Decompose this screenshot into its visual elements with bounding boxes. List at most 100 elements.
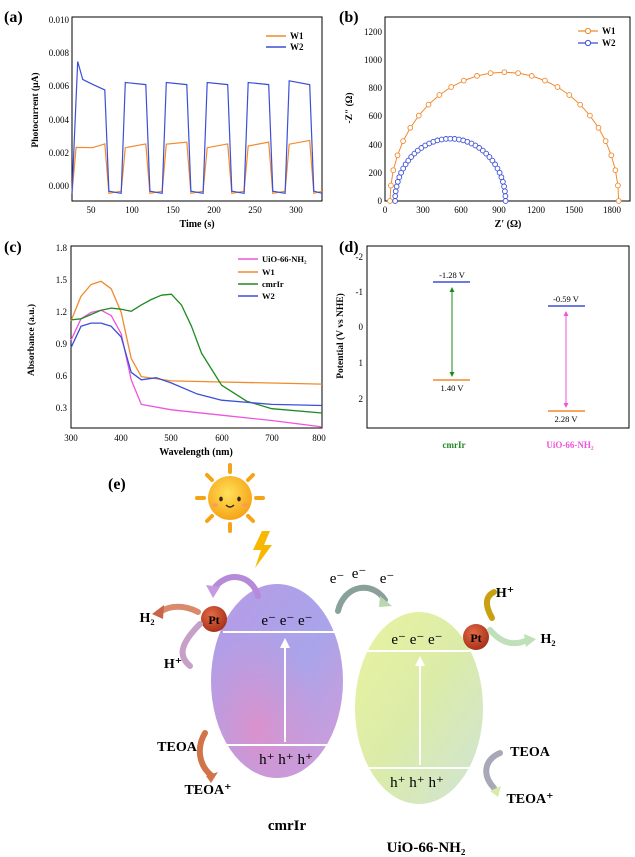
panel-b-plot — [387, 69, 622, 204]
a-xtick: 100 — [125, 205, 139, 215]
b-point-w2 — [392, 193, 399, 199]
left-teoa-arrow — [196, 730, 215, 779]
b-ytick: 400 — [369, 140, 383, 150]
b-point-w2 — [392, 198, 398, 204]
b-legend: W1 W2 — [578, 26, 616, 48]
d-cmrir-cb-label: -1.28 V — [439, 270, 466, 280]
b-ytick: 1000 — [364, 55, 383, 65]
b-point-w1 — [615, 198, 622, 204]
b-point-w1 — [415, 112, 422, 119]
a-ytick: 0.004 — [49, 115, 70, 125]
b-point-w1 — [501, 69, 508, 76]
right-teoa-plus-label: TEOA⁺ — [506, 792, 553, 807]
b-ytick: 600 — [369, 111, 383, 121]
b-point-w1 — [387, 198, 393, 204]
b-point-w1 — [608, 152, 615, 159]
c-xtick: 800 — [312, 433, 326, 443]
c-legend-cmrir: cmrIr — [262, 279, 284, 289]
b-point-w1 — [388, 182, 394, 189]
a-legend: W1 W2 — [266, 31, 304, 52]
b-point-w1 — [460, 77, 467, 84]
c-ytick: 1.8 — [56, 243, 68, 253]
panel-b-xticks: 0 300 600 900 1200 1500 1800 — [383, 205, 622, 215]
electron-transfer-arrowhead — [379, 596, 392, 607]
panel-b-label: (b) — [339, 9, 359, 26]
c-ytick: 0.3 — [56, 403, 68, 413]
c-legend-w2: W2 — [262, 291, 275, 301]
left-teoa-plus-label: TEOA⁺ — [184, 783, 231, 798]
b-xtick: 1500 — [565, 205, 584, 215]
panel-c-yticks: 0.3 0.6 0.9 1.2 1.5 1.8 — [56, 243, 68, 413]
a-ytick: 0.010 — [49, 15, 70, 25]
b-point-w2 — [498, 174, 505, 181]
right-h-reduction-arrow — [484, 589, 497, 621]
left-teoa-arrowhead — [206, 772, 218, 783]
b-point-w1 — [474, 73, 480, 79]
b-point-w1 — [394, 152, 401, 159]
b-point-w1 — [515, 70, 521, 76]
b-xtick: 300 — [416, 205, 430, 215]
a-ytick: 0.000 — [49, 181, 70, 191]
a-legend-w1: W1 — [290, 31, 304, 41]
c-xtick: 700 — [265, 433, 279, 443]
b-xtick: 0 — [383, 205, 388, 215]
b-xtick: 1800 — [603, 205, 622, 215]
b-ytick: 0 — [378, 196, 383, 206]
b-point-w2 — [483, 150, 490, 157]
d-ytick: -2 — [356, 252, 364, 262]
b-point-w2 — [489, 157, 496, 164]
panel-a-yticks: 0.000 0.002 0.004 0.006 0.008 0.010 — [49, 15, 70, 191]
panel-b: (b) 0 200 400 600 800 1000 1200 0 300 60… — [339, 9, 631, 230]
a-xtick: 300 — [289, 205, 303, 215]
c-ylabel: Absorbance (a.u.) — [26, 304, 37, 376]
right-teoa-arrow — [483, 750, 503, 791]
b-point-w2 — [502, 193, 509, 199]
panel-e-label: (e) — [108, 476, 126, 493]
b-point-w2 — [502, 198, 509, 204]
d-ylabel: Potential (V vs NHE) — [335, 293, 346, 379]
b-xtick: 1200 — [527, 205, 546, 215]
light-absorption-arrowhead — [206, 585, 220, 598]
panel-b-yticks: 0 200 400 600 800 1000 1200 — [364, 27, 383, 206]
right-h2-label: H₂ — [540, 632, 555, 647]
uio-electrons: e⁻ e⁻ e⁻ — [391, 632, 442, 648]
b-point-w1 — [425, 101, 432, 108]
b-point-w2 — [400, 165, 407, 172]
b-legend-marker-w2 — [584, 39, 592, 47]
d-ytick: 2 — [359, 394, 364, 404]
uio-holes: h⁺ h⁺ h⁺ — [390, 775, 444, 791]
b-point-w1 — [577, 101, 584, 108]
a-xtick: 150 — [166, 205, 180, 215]
c-legend-uio: UiO-66-NH₂ — [262, 254, 307, 264]
b-point-w2 — [393, 183, 400, 190]
cmrir-holes: h⁺ h⁺ h⁺ — [259, 752, 313, 768]
panel-e: (e) — [108, 463, 556, 856]
c-legend: UiO-66-NH₂ W1 cmrIr W2 — [238, 254, 307, 301]
b-point-w1 — [554, 84, 561, 90]
c-ytick: 1.5 — [56, 275, 68, 285]
c-series-3 — [70, 322, 323, 407]
d-uio-vb-label: 2.28 V — [555, 414, 579, 424]
lightning-icon — [253, 531, 272, 568]
a-ytick: 0.002 — [49, 148, 69, 158]
b-point-w1 — [602, 138, 609, 144]
b-point-w2 — [408, 154, 415, 160]
panel-c-plot — [70, 280, 323, 428]
cmrir-electrons: e⁻ e⁻ e⁻ — [261, 613, 312, 629]
left-h2-arrowhead — [152, 605, 164, 619]
panel-c-label: (c) — [4, 239, 22, 256]
b-ytick: 800 — [369, 83, 383, 93]
b-point-w2 — [392, 188, 399, 195]
b-point-w1 — [436, 92, 443, 98]
right-teoa-label: TEOA — [510, 745, 551, 760]
panel-a-label: (a) — [4, 9, 23, 26]
a-series-w1 — [71, 139, 323, 195]
b-ytick: 1200 — [364, 27, 383, 37]
d-uio-name: UiO-66-NH₂ — [546, 440, 593, 450]
b-ylabel: -Z″ (Ω) — [344, 92, 355, 123]
c-xtick: 400 — [114, 433, 128, 443]
b-point-w2 — [492, 161, 498, 168]
sun-icon — [195, 463, 265, 533]
b-point-w1 — [400, 138, 406, 144]
d-ytick: 1 — [359, 358, 364, 368]
